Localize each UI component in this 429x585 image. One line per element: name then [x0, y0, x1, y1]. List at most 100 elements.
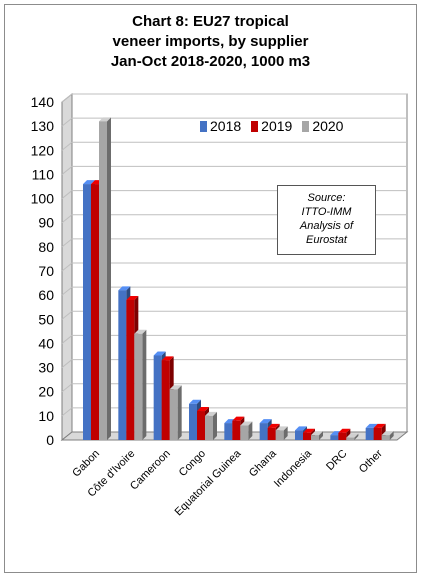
gridline-side — [61, 407, 73, 417]
gridline-side — [61, 286, 73, 296]
chart-title: Chart 8: EU27 tropical veneer imports, b… — [0, 12, 421, 72]
legend-item-2019: 2019 — [251, 118, 292, 134]
chart-walls — [60, 92, 409, 442]
bar-top — [240, 421, 253, 426]
gridline-side — [61, 141, 73, 151]
bar — [205, 411, 217, 440]
gridline-side — [61, 383, 73, 393]
bar-front — [126, 299, 135, 440]
chart-title-line-3: Jan-Oct 2018-2020, 1000 m3 — [110, 53, 311, 70]
bar — [311, 431, 323, 440]
bar-top — [99, 117, 111, 122]
bar-top — [275, 426, 288, 431]
bar — [381, 431, 394, 440]
bar-top — [126, 295, 139, 300]
bar-side — [319, 431, 323, 440]
legend-label-2018: 2018 — [210, 118, 242, 134]
bar-front — [153, 355, 162, 440]
bar-side — [213, 411, 217, 440]
bar-top — [134, 329, 147, 334]
bar-front — [224, 423, 233, 440]
source-line-2: ITTO-IMM — [301, 206, 352, 218]
bar-front — [381, 435, 390, 440]
y-tick-label: 20 — [38, 384, 54, 400]
bar-front — [161, 360, 170, 440]
gridline-side — [61, 335, 73, 344]
bar — [275, 426, 288, 440]
bar-front — [240, 425, 249, 440]
legend-item-2018: 2018 — [200, 118, 241, 134]
bar-front — [311, 435, 319, 440]
y-tick-label: 0 — [46, 432, 54, 448]
bar-front — [189, 403, 197, 440]
bar-front — [303, 432, 311, 440]
bar-front — [169, 389, 178, 440]
bar-front — [338, 432, 347, 440]
x-tick-label: DRC — [324, 448, 349, 473]
bar-top — [153, 351, 166, 356]
gridline-side — [61, 262, 73, 272]
bar-side — [177, 385, 182, 440]
bar-side — [107, 117, 111, 441]
legend-swatch-2019 — [251, 120, 259, 132]
legend: 2018 2019 2020 — [200, 118, 343, 134]
bar-front — [295, 430, 303, 440]
bar-front — [365, 427, 374, 440]
y-axis-ticks: 0 10 20 30 40 50 60 70 80 90 100 110 120 130 140 — [31, 94, 55, 448]
x-tick-label: Gabon — [70, 448, 102, 480]
bar-side — [283, 426, 288, 440]
bar — [99, 117, 111, 441]
bar-front — [134, 333, 143, 440]
bar-side — [142, 329, 147, 440]
bar-top — [295, 426, 307, 431]
y-tick-label: 120 — [31, 142, 55, 158]
gridline-side — [61, 166, 73, 175]
bar-front — [99, 121, 107, 441]
y-tick-label: 70 — [38, 263, 54, 279]
bar-top — [267, 423, 280, 428]
bar-front — [91, 184, 99, 440]
y-tick-label: 110 — [32, 166, 55, 182]
y-tick-label: 130 — [31, 118, 55, 134]
y-tick-label: 40 — [38, 335, 54, 351]
bar-top — [118, 286, 131, 291]
bar-side — [389, 431, 394, 440]
bar-front — [232, 420, 241, 440]
chart-title-line-2: veneer imports, by supplier — [112, 33, 309, 50]
gridline-side — [61, 310, 73, 320]
legend-swatch-2018 — [200, 120, 207, 132]
bars — [83, 117, 394, 441]
x-tick-label: Other — [357, 447, 385, 475]
bar-front — [373, 427, 382, 440]
gridline-side — [61, 238, 73, 248]
y-tick-label: 10 — [38, 408, 54, 424]
y-tick-label: 100 — [31, 191, 55, 207]
bar-front — [259, 423, 268, 440]
x-tick-label: Congo — [177, 448, 208, 479]
bar-top — [232, 416, 245, 421]
bar-top — [169, 385, 182, 390]
bar-front — [118, 290, 127, 440]
bar-side — [248, 421, 253, 440]
bar-top — [311, 431, 323, 436]
bar-top — [338, 428, 351, 433]
gridline-side — [61, 359, 73, 368]
bar-top — [205, 411, 217, 416]
bar-front — [267, 427, 276, 440]
bar-front — [205, 415, 213, 440]
legend-label-2019: 2019 — [261, 118, 293, 134]
y-tick-label: 50 — [38, 311, 54, 327]
bar-front — [330, 435, 339, 440]
y-tick-label: 140 — [31, 94, 55, 110]
bar-top — [197, 407, 209, 412]
bar-top — [161, 356, 174, 361]
bar-front — [275, 430, 284, 440]
bar-front — [346, 437, 355, 440]
bar-side — [354, 433, 359, 440]
x-tick-label: Equatorial Guinea — [173, 447, 244, 518]
source-line-3: Analysis of — [299, 220, 354, 232]
gridline-side — [61, 117, 73, 127]
chart-title-line-1: Chart 8: EU27 tropical — [132, 13, 289, 30]
